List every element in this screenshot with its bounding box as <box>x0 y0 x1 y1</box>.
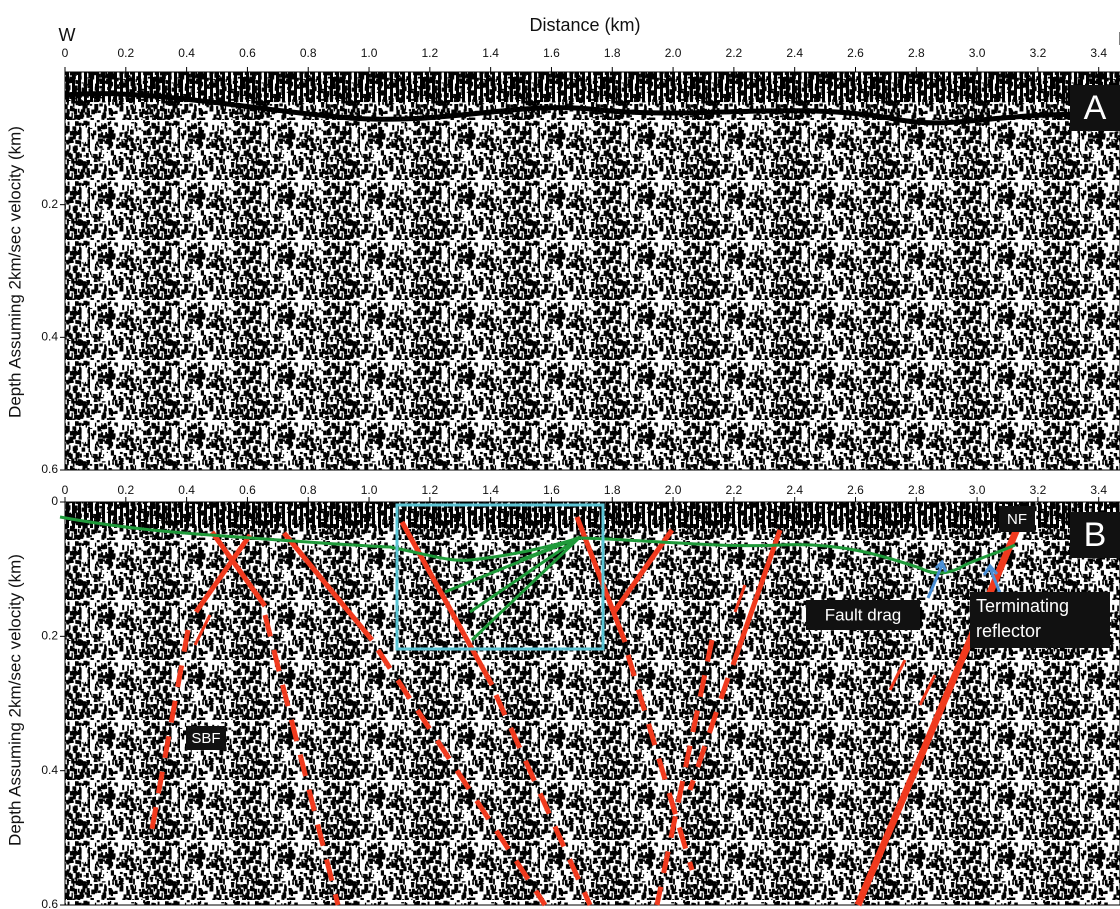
y-tick-label: 0.2 <box>41 197 58 211</box>
x-tick-label: 0 <box>62 46 69 60</box>
y-axis-label: Depth Assuming 2km/sec velocity (km) <box>5 554 24 846</box>
x-tick-label: 0.8 <box>300 483 317 497</box>
direction-label: W <box>59 25 76 45</box>
x-tick-label: 1.6 <box>543 483 560 497</box>
x-tick-label: 0.6 <box>239 46 256 60</box>
x-tick-label: 2.4 <box>786 46 803 60</box>
y-tick-label: 0.4 <box>41 330 58 344</box>
x-tick-label: 1.6 <box>543 46 560 60</box>
panel-label: A <box>1084 89 1107 127</box>
y-tick-label: 0.2 <box>41 629 58 643</box>
x-tick-label: 2.0 <box>665 46 682 60</box>
x-tick-label: 2.2 <box>726 46 743 60</box>
y-tick-label: 0.4 <box>41 763 58 777</box>
x-tick-label: 2.0 <box>665 483 682 497</box>
x-tick-label: 1.8 <box>604 483 621 497</box>
x-tick-label: 0.4 <box>178 483 195 497</box>
x-tick-label: 2.2 <box>726 483 743 497</box>
x-axis-label: Distance (km) <box>529 15 640 35</box>
x-tick-label: 1.0 <box>361 483 378 497</box>
x-tick-label: 1.8 <box>604 46 621 60</box>
x-tick-label: 3.0 <box>969 483 986 497</box>
x-tick-label: 1.0 <box>361 46 378 60</box>
y-tick-label: 0.6 <box>41 897 58 909</box>
x-tick-label: 0.2 <box>117 46 134 60</box>
x-tick-label: 2.6 <box>847 46 864 60</box>
annotation: reflector <box>976 621 1041 641</box>
x-tick-label: 0.6 <box>239 483 256 497</box>
x-tick-label: 2.6 <box>847 483 864 497</box>
y-axis-label: Depth Assuming 2km/sec velocity (km) <box>5 126 24 418</box>
fault-name: NF <box>1007 511 1027 528</box>
panel-a-section <box>65 72 1120 470</box>
x-tick-label: 3.0 <box>969 46 986 60</box>
x-tick-label: 2.4 <box>786 483 803 497</box>
x-tick-label: 0.4 <box>178 46 195 60</box>
annotation: Terminating <box>976 596 1069 616</box>
x-tick-label: 3.2 <box>1030 46 1047 60</box>
x-tick-label: 2.8 <box>908 483 925 497</box>
figure: A B SBF NF Fault drag Ter <box>0 0 1120 909</box>
x-tick-label: 3.4 <box>1090 46 1107 60</box>
x-tick-label: 2.8 <box>908 46 925 60</box>
fault-name: SBF <box>191 730 220 747</box>
x-tick-label: 3.2 <box>1030 483 1047 497</box>
panel-label: B <box>1084 516 1107 554</box>
annotation: Fault drag <box>825 605 902 624</box>
x-tick-label: 1.4 <box>482 46 499 60</box>
y-tick-label: 0.6 <box>41 462 58 476</box>
x-tick-label: 3.4 <box>1090 483 1107 497</box>
x-tick-label: 0 <box>62 483 69 497</box>
x-tick-label: 1.2 <box>421 483 438 497</box>
x-tick-label: 1.2 <box>421 46 438 60</box>
x-tick-label: 0.8 <box>300 46 317 60</box>
x-tick-label: 1.4 <box>482 483 499 497</box>
x-tick-label: 0.2 <box>117 483 134 497</box>
y-tick-label: 0 <box>51 494 58 508</box>
